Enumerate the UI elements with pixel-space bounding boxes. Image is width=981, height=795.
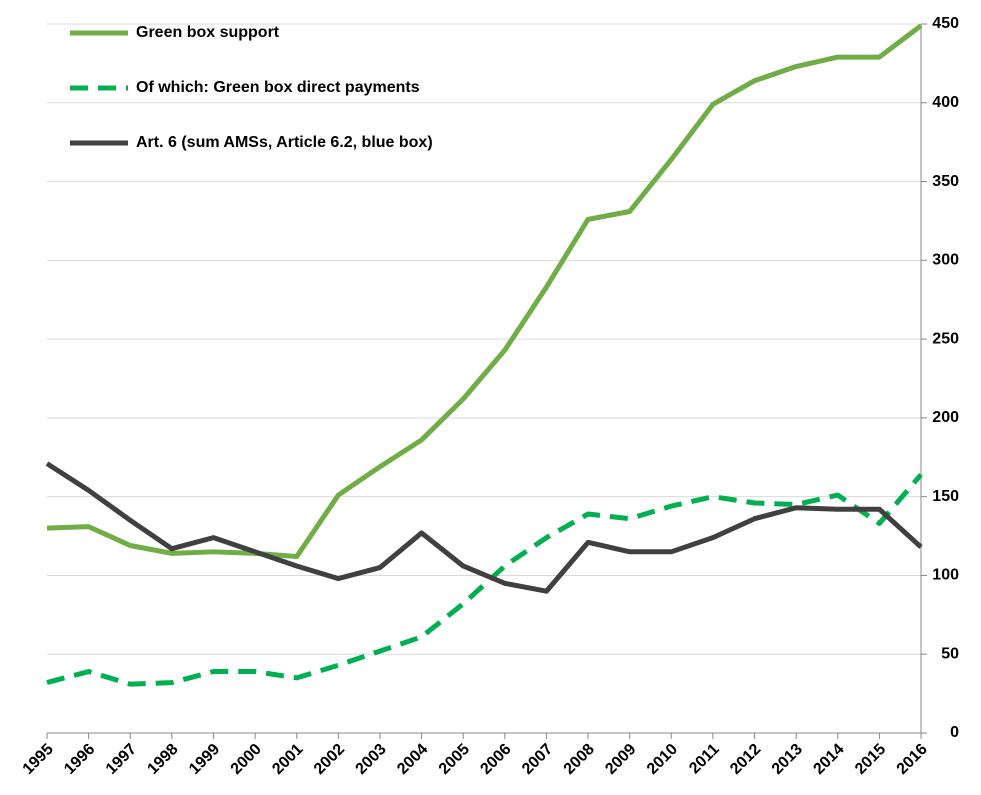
x-tick-label: 2008: [561, 741, 598, 778]
x-tick-label: 1997: [103, 741, 140, 778]
x-tick-label: 2006: [477, 741, 514, 778]
x-tick-label: 2016: [894, 741, 931, 778]
legend-label: Art. 6 (sum AMSs, Article 6.2, blue box): [136, 134, 433, 151]
x-tick-label: 1999: [186, 741, 223, 778]
x-tick-label: 2015: [852, 741, 889, 778]
y-tick-label: 50: [941, 645, 959, 662]
y-tick-label: 450: [932, 15, 959, 32]
y-tick-label: 0: [950, 724, 959, 741]
x-tick-label: 2000: [228, 741, 265, 778]
y-tick-label: 300: [932, 252, 959, 269]
y-tick-label: 350: [932, 173, 959, 190]
legend-label: Of which: Green box direct payments: [136, 79, 420, 96]
y-tick-label: 400: [932, 94, 959, 111]
y-tick-label: 250: [932, 330, 959, 347]
x-tick-label: 2007: [519, 741, 556, 778]
x-tick-label: 2011: [686, 741, 723, 778]
x-tick-label: 2014: [810, 741, 847, 778]
x-tick-label: 2003: [353, 741, 390, 778]
y-tick-label: 200: [932, 409, 959, 426]
x-tick-label: 2010: [644, 741, 681, 778]
x-tick-label: 2013: [769, 741, 806, 778]
x-tick-label: 2009: [602, 741, 639, 778]
series-line: [46, 23, 923, 560]
x-tick-label: 2005: [436, 741, 473, 778]
x-tick-label: 2001: [269, 741, 306, 778]
x-tick-label: 1995: [20, 741, 57, 778]
x-tick-label: 1996: [61, 741, 98, 778]
y-tick-label: 100: [932, 567, 959, 584]
y-tick-label: 150: [932, 488, 959, 505]
series-line: [46, 472, 923, 687]
x-tick-label: 2002: [311, 741, 348, 778]
x-tick-label: 2004: [394, 741, 431, 778]
series-line: [45, 461, 923, 594]
x-tick-label: 1998: [144, 741, 181, 778]
legend-label: Green box support: [136, 24, 280, 41]
x-tick-label: 2012: [727, 741, 764, 778]
